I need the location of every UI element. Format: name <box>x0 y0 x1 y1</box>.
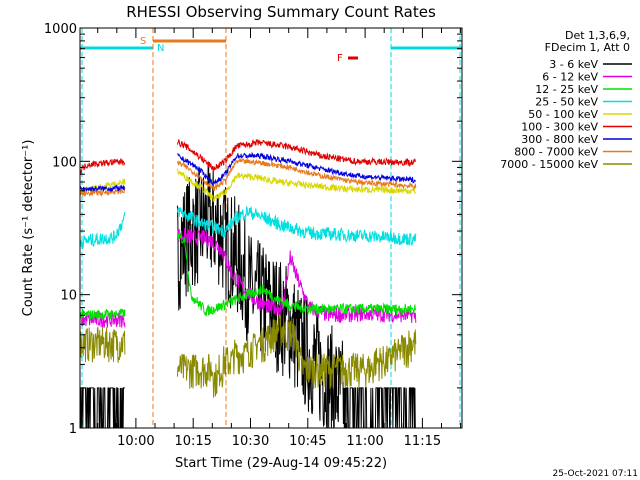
series-0-line-1 <box>176 161 416 428</box>
series-8-line-1 <box>176 313 417 398</box>
series-0-line-0 <box>80 387 125 428</box>
series-4-line-1 <box>176 168 417 203</box>
legend-label-6: 300 - 800 keV <box>521 133 598 146</box>
x-tick-label: 10:30 <box>232 434 269 449</box>
legend-label-7: 800 - 7000 keV <box>514 146 598 159</box>
x-tick-label: 10:45 <box>289 434 326 449</box>
flag-label-s: S <box>140 36 146 47</box>
x-tick-label: 10:15 <box>174 434 211 449</box>
chart-title: RHESSI Observing Summary Count Rates <box>126 3 436 21</box>
legend-label-3: 25 - 50 keV <box>535 96 598 109</box>
series-5-line-0 <box>80 158 126 176</box>
x-tick-label: 10:00 <box>117 434 154 449</box>
y-tick-label: 100 <box>52 155 77 170</box>
plot-area: SN F <box>80 28 462 428</box>
series-6-line-0 <box>80 184 126 193</box>
y-tick-label: 10 <box>60 289 77 304</box>
y-tick-label: 1000 <box>44 22 77 37</box>
series-8-line-0 <box>80 326 126 363</box>
series-7-line-1 <box>176 156 417 192</box>
legend-label-0: 3 - 6 keV <box>549 58 598 71</box>
x-axis-label: Start Time (29-Aug-14 09:45:22) <box>175 456 387 471</box>
legend-label-1: 6 - 12 keV <box>542 71 598 84</box>
series-2-line-1 <box>176 231 417 317</box>
legend-label-4: 50 - 100 keV <box>528 108 598 121</box>
flag-label-f: F <box>337 53 343 64</box>
y-tick-label: 1 <box>69 422 77 437</box>
legend-label-8: 7000 - 15000 keV <box>500 158 598 171</box>
y-axis-label: Count Rate (s⁻¹ detector⁻¹) <box>21 140 36 317</box>
series-6-line-1 <box>177 151 417 186</box>
x-tick-label: 11:15 <box>404 434 441 449</box>
legend-label-5: 100 - 300 keV <box>521 121 598 134</box>
legend-header-0: Det 1,3,6,9, <box>565 29 630 42</box>
series-2-line-0 <box>80 308 126 321</box>
series-3-line-0 <box>80 211 126 250</box>
timestamp: 25-Oct-2021 07:11 <box>553 469 638 479</box>
legend-header-1: FDecim 1, Att 0 <box>545 41 630 54</box>
plot-frame <box>79 27 463 429</box>
x-axis: 10:00 10:15 10:30 10:45 11:00 11:15 <box>97 28 462 449</box>
legend-label-2: 12 - 25 keV <box>535 83 598 96</box>
y-axis: 1 10 100 1000 <box>44 22 462 437</box>
series-3-line-1 <box>176 205 417 246</box>
series-5-line-1 <box>176 138 417 172</box>
flag-label-n: N <box>157 43 164 54</box>
x-tick-label: 11:00 <box>346 434 383 449</box>
